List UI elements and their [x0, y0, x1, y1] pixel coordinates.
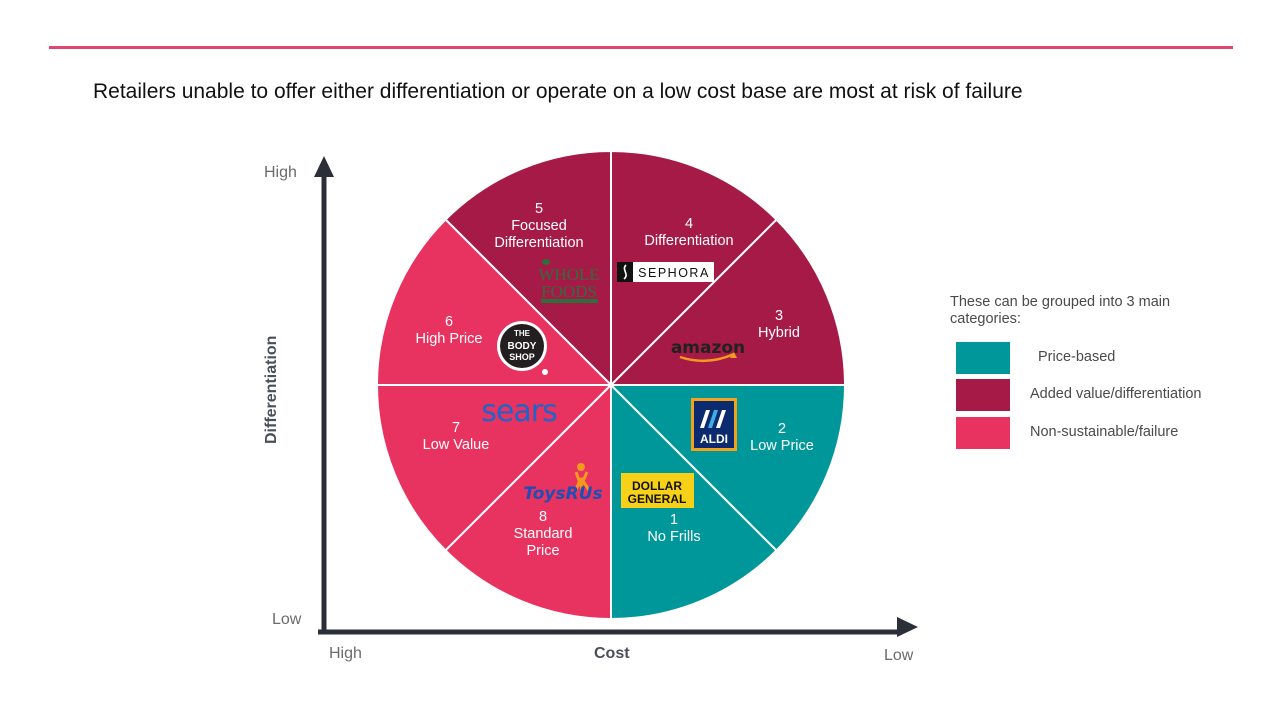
segment-1-label: No Frills [647, 529, 700, 545]
y-axis-title: Differentiation [263, 336, 280, 444]
body-shop-logo: THE BODY SHOP [497, 321, 548, 375]
svg-text:sears: sears [481, 394, 557, 429]
segment-8 [444, 382, 612, 621]
segment-4-label: Differentiation [644, 233, 733, 249]
segment-5-number: 5 [535, 201, 543, 217]
svg-text:SEPHORA: SEPHORA [638, 266, 710, 280]
segment-2 [608, 384, 847, 552]
legend-label-added-value: Added value/differentiation [1030, 386, 1202, 402]
legend-label-non-sustainable: Non-sustainable/failure [1030, 424, 1179, 440]
legend-label-price-based: Price-based [1038, 349, 1116, 365]
segment-5-label: Differentiation [494, 235, 583, 251]
amazon-logo: amazon [671, 338, 745, 363]
svg-text:THE: THE [514, 329, 531, 338]
svg-text:FOODS: FOODS [541, 282, 597, 301]
segment-6-label: High Price [416, 331, 483, 347]
y-axis-high-label: High [264, 164, 297, 181]
x-axis-high-label: High [329, 645, 362, 662]
legend: These can be grouped into 3 main categor… [950, 294, 1250, 449]
segment-group [375, 149, 847, 621]
svg-text:amazon: amazon [671, 338, 745, 358]
y-axis-low-label: Low [272, 611, 302, 628]
segment-6 [375, 218, 614, 386]
svg-text:DOLLAR: DOLLAR [632, 479, 682, 493]
segment-5-label: Focused [511, 218, 567, 234]
top-accent-rule [49, 46, 1233, 49]
segment-3 [608, 218, 847, 386]
segment-2-number: 2 [778, 421, 786, 437]
svg-text:WHOLE: WHOLE [538, 265, 599, 284]
x-axis-title: Cost [594, 645, 630, 662]
sephora-logo: SEPHORA [617, 262, 714, 282]
segment-4-number: 4 [685, 216, 693, 232]
legend-swatch-added-value [956, 379, 1010, 411]
legend-swatch-non-sustainable [956, 417, 1010, 449]
segment-3-label: Hybrid [758, 325, 800, 341]
aldi-logo: ALDI [691, 398, 737, 451]
x-axis-arrow [897, 617, 918, 637]
segment-7-number: 7 [452, 420, 460, 436]
y-axis-arrow [314, 156, 334, 177]
legend-swatch-price-based [956, 342, 1010, 374]
dollar-general-logo: DOLLAR GENERAL [621, 473, 694, 508]
svg-text:ALDI: ALDI [700, 432, 728, 446]
svg-text:BODY: BODY [508, 341, 537, 352]
sears-logo: sears [481, 394, 558, 429]
svg-text:GENERAL: GENERAL [628, 492, 687, 506]
segment-2-label: Low Price [750, 438, 814, 454]
segment-5 [444, 149, 612, 388]
segment-7-label: Low Value [423, 437, 490, 453]
segment-8-number: 8 [539, 509, 547, 525]
segment-3-number: 3 [775, 308, 783, 324]
segment-8-label: Standard [514, 526, 573, 542]
segment-1-number: 1 [670, 512, 678, 528]
segment-6-number: 6 [445, 314, 453, 330]
svg-text:ToysRUs: ToysRUs [523, 484, 602, 504]
toys-r-us-logo: ToysRUs [523, 463, 603, 504]
x-axis-low-label: Low [884, 647, 914, 664]
segment-7 [375, 384, 614, 552]
whole-foods-logo: WHOLE FOODS [538, 259, 600, 303]
svg-text:SHOP: SHOP [509, 352, 535, 362]
slide-headline: Retailers unable to offer either differe… [93, 80, 1023, 103]
legend-heading: These can be grouped into 3 main categor… [950, 294, 1171, 327]
segment-8-label: Price [526, 543, 559, 559]
